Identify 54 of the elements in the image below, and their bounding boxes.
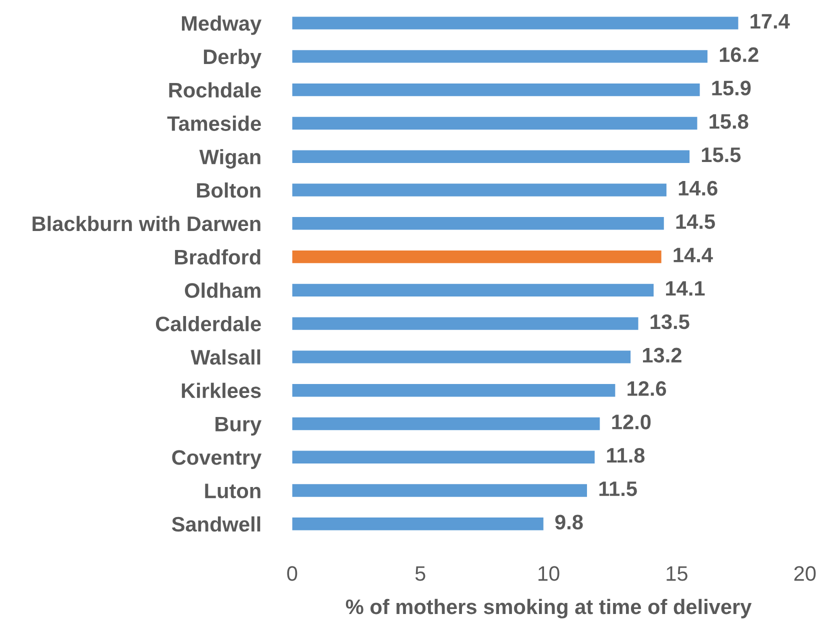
data-label: 14.4 xyxy=(674,248,713,262)
data-label: 12.0 xyxy=(612,414,651,430)
y-tick-label: Luton xyxy=(205,484,260,498)
bar xyxy=(292,518,544,530)
x-tick-label: 10 xyxy=(538,566,560,581)
data-label: 13.2 xyxy=(642,348,682,363)
data-label: 14.6 xyxy=(678,180,718,196)
y-tick-label: Walsall xyxy=(190,349,260,365)
bar xyxy=(292,83,700,96)
bar xyxy=(292,16,738,30)
bar xyxy=(292,50,708,63)
bar xyxy=(292,150,690,163)
x-tick-label: 5 xyxy=(415,566,426,581)
y-tick-label: Bradford xyxy=(175,249,260,265)
data-label: 15.5 xyxy=(702,148,741,162)
y-tick-label: Medway xyxy=(182,16,262,35)
y-tick-label: Rochdale xyxy=(169,82,261,98)
bar xyxy=(292,250,662,264)
bar xyxy=(292,284,654,297)
y-tick-label: Sandwell xyxy=(172,516,260,532)
y-tick-label: Blackburn with Darwen xyxy=(32,216,260,232)
bar xyxy=(292,184,666,196)
x-axis-title: % of mothers smoking at time of delivery xyxy=(346,598,752,618)
y-tick-label: Calderdale xyxy=(156,316,261,332)
bar xyxy=(292,217,664,230)
data-label: 14.5 xyxy=(676,214,715,229)
y-tick-label: Bolton xyxy=(197,182,260,198)
data-label: 13.5 xyxy=(650,314,690,330)
data-label: 9.8 xyxy=(555,514,583,530)
x-tick-label: 15 xyxy=(666,566,688,581)
y-tick-label: Wigan xyxy=(199,149,260,169)
data-label: 14.1 xyxy=(666,281,705,296)
data-label: 11.5 xyxy=(599,482,637,496)
x-tick-label: 0 xyxy=(287,566,298,581)
bar xyxy=(292,484,587,497)
data-label: 15.9 xyxy=(712,80,751,96)
data-label: 15.8 xyxy=(710,114,748,129)
bar xyxy=(292,116,698,130)
y-tick-label: Kirklees xyxy=(182,382,261,398)
y-tick-label: Coventry xyxy=(172,450,262,469)
data-label: 17.4 xyxy=(750,14,790,28)
x-tick-label: 20 xyxy=(794,566,816,581)
bar xyxy=(292,317,638,330)
y-tick-label: Tameside xyxy=(167,116,261,131)
bar xyxy=(292,350,631,364)
y-tick-label: Bury xyxy=(216,416,262,436)
data-label: 12.6 xyxy=(628,381,666,396)
y-tick-label: Oldham xyxy=(184,282,260,298)
bar xyxy=(292,417,600,430)
bar xyxy=(292,384,616,397)
y-tick-label: Derby xyxy=(204,48,262,68)
data-label: 16.2 xyxy=(720,47,758,62)
bar xyxy=(292,450,595,464)
data-label: 11.8 xyxy=(607,448,645,463)
